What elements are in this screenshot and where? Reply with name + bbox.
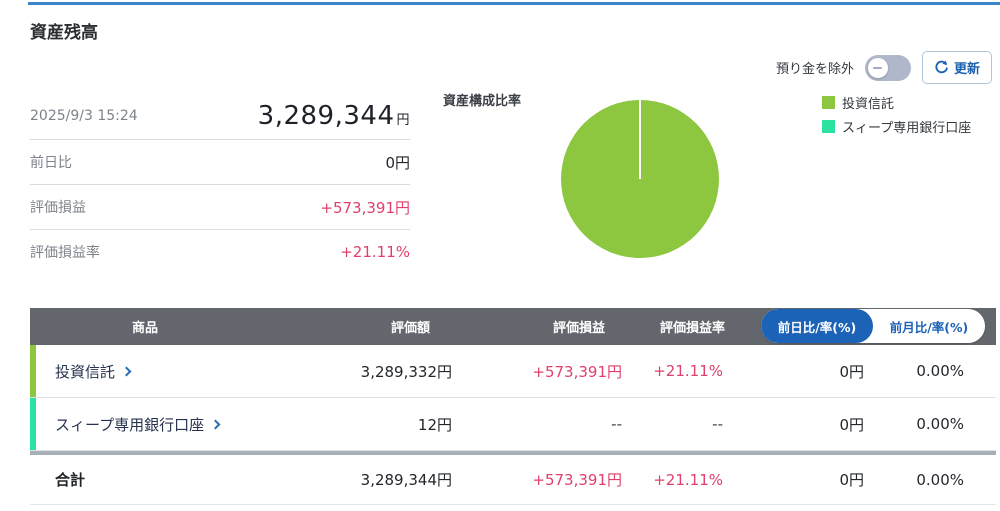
fund-day-change-rate: 0.00%	[916, 362, 964, 380]
chevron-right-icon	[121, 366, 132, 377]
sweep-gain-rate: --	[712, 415, 723, 433]
fund-swatch-icon	[822, 96, 835, 109]
page-title: 資産残高	[30, 23, 98, 43]
gain-value: +573,391円	[320, 198, 410, 217]
total-label: 合計	[55, 471, 86, 489]
legend-fund-label: 投資信託	[842, 97, 895, 112]
fund-product-link[interactable]: 投資信託	[55, 361, 132, 382]
fund-row-color-bar	[30, 345, 36, 397]
legend-item-sweep: スィープ専用銀行口座	[822, 117, 971, 136]
table-header: 商品 評価額 評価損益 評価損益率 前日比/率(%) 前月比/率(%)	[30, 308, 996, 345]
header-gain: 評価損益	[552, 321, 605, 336]
fund-day-change: 0円	[839, 362, 864, 381]
table-row-fund: 投資信託 3,289,332円 +573,391円 +21.11% 0円 0.0…	[30, 345, 996, 398]
total-divider	[30, 451, 996, 455]
total-gain: +573,391円	[532, 471, 622, 489]
day-change-value: 0円	[385, 153, 410, 172]
refresh-label: 更新	[953, 62, 980, 77]
summary-panel: 2025/9/3 15:24 3,289,344 円 前日比 0円 評価損益 +5…	[30, 93, 410, 274]
table-row-sweep: スィープ専用銀行口座 12円 -- -- 0円 0.00%	[30, 398, 996, 451]
period-toggle-group: 前日比/率(%) 前月比/率(%)	[761, 309, 985, 343]
gain-rate-value: +21.11%	[340, 243, 410, 261]
asset-composition-pie	[561, 100, 719, 258]
top-accent-line	[28, 2, 1000, 5]
header-value: 評価額	[390, 321, 430, 336]
fund-value: 3,289,332円	[360, 362, 452, 381]
summary-row-day-change: 前日比 0円	[30, 139, 410, 184]
toggle-knob	[867, 57, 888, 78]
sweep-swatch-icon	[822, 120, 835, 133]
summary-total-row: 2025/9/3 15:24 3,289,344 円	[30, 93, 410, 139]
fund-gain-rate: +21.11%	[653, 362, 723, 380]
fund-product-label: 投資信託	[55, 362, 116, 381]
gain-rate-label: 評価損益率	[30, 245, 100, 261]
chevron-right-icon	[210, 419, 221, 430]
legend-item-fund: 投資信託	[822, 93, 971, 112]
yen-unit: 円	[396, 113, 410, 128]
refresh-icon	[935, 60, 948, 74]
total-day-change-rate: 0.00%	[916, 470, 964, 489]
as-of-timestamp: 2025/9/3 15:24	[30, 108, 138, 124]
sweep-product-link[interactable]: スィープ専用銀行口座	[55, 414, 221, 435]
header-gain-rate: 評価損益率	[659, 321, 725, 336]
sweep-gain: --	[611, 415, 622, 433]
total-value: 3,289,344円	[360, 471, 452, 489]
minus-icon	[873, 66, 883, 69]
sweep-value: 12円	[417, 415, 452, 434]
sweep-product-label: スィープ専用銀行口座	[55, 415, 205, 434]
pie-chart-title: 資産構成比率	[443, 94, 522, 109]
legend-sweep-label: スィープ専用銀行口座	[842, 121, 972, 136]
refresh-button[interactable]: 更新	[921, 51, 992, 84]
header-product: 商品	[131, 321, 158, 336]
period-toggle-monthly[interactable]: 前月比/率(%)	[873, 309, 985, 343]
total-gain-rate: +21.11%	[653, 470, 723, 489]
pie-legend: 投資信託 スィープ専用銀行口座	[822, 93, 971, 136]
header-controls: 預り金を除外 更新	[776, 51, 992, 84]
sweep-day-change-rate: 0.00%	[916, 415, 964, 433]
summary-row-gain-rate: 評価損益率 +21.11%	[30, 229, 410, 274]
total-day-change: 0円	[839, 471, 864, 489]
summary-row-gain: 評価損益 +573,391円	[30, 184, 410, 229]
holdings-table: 商品 評価額 評価損益 評価損益率 前日比/率(%) 前月比/率(%) 投資信託…	[30, 308, 996, 505]
fund-gain: +573,391円	[532, 362, 622, 381]
table-row-total: 合計 3,289,344円 +573,391円 +21.11% 0円 0.00%	[30, 455, 996, 505]
total-assets-value: 3,289,344 円	[257, 101, 410, 131]
exclude-deposits-toggle[interactable]	[864, 54, 911, 81]
day-change-label: 前日比	[30, 155, 72, 171]
exclude-deposits-label: 預り金を除外	[775, 62, 854, 77]
period-toggle-daily[interactable]: 前日比/率(%)	[761, 309, 873, 343]
sweep-row-color-bar	[30, 398, 36, 450]
sweep-day-change: 0円	[839, 415, 864, 434]
pie-slice-boundary	[639, 100, 641, 179]
gain-label: 評価損益	[30, 200, 86, 216]
